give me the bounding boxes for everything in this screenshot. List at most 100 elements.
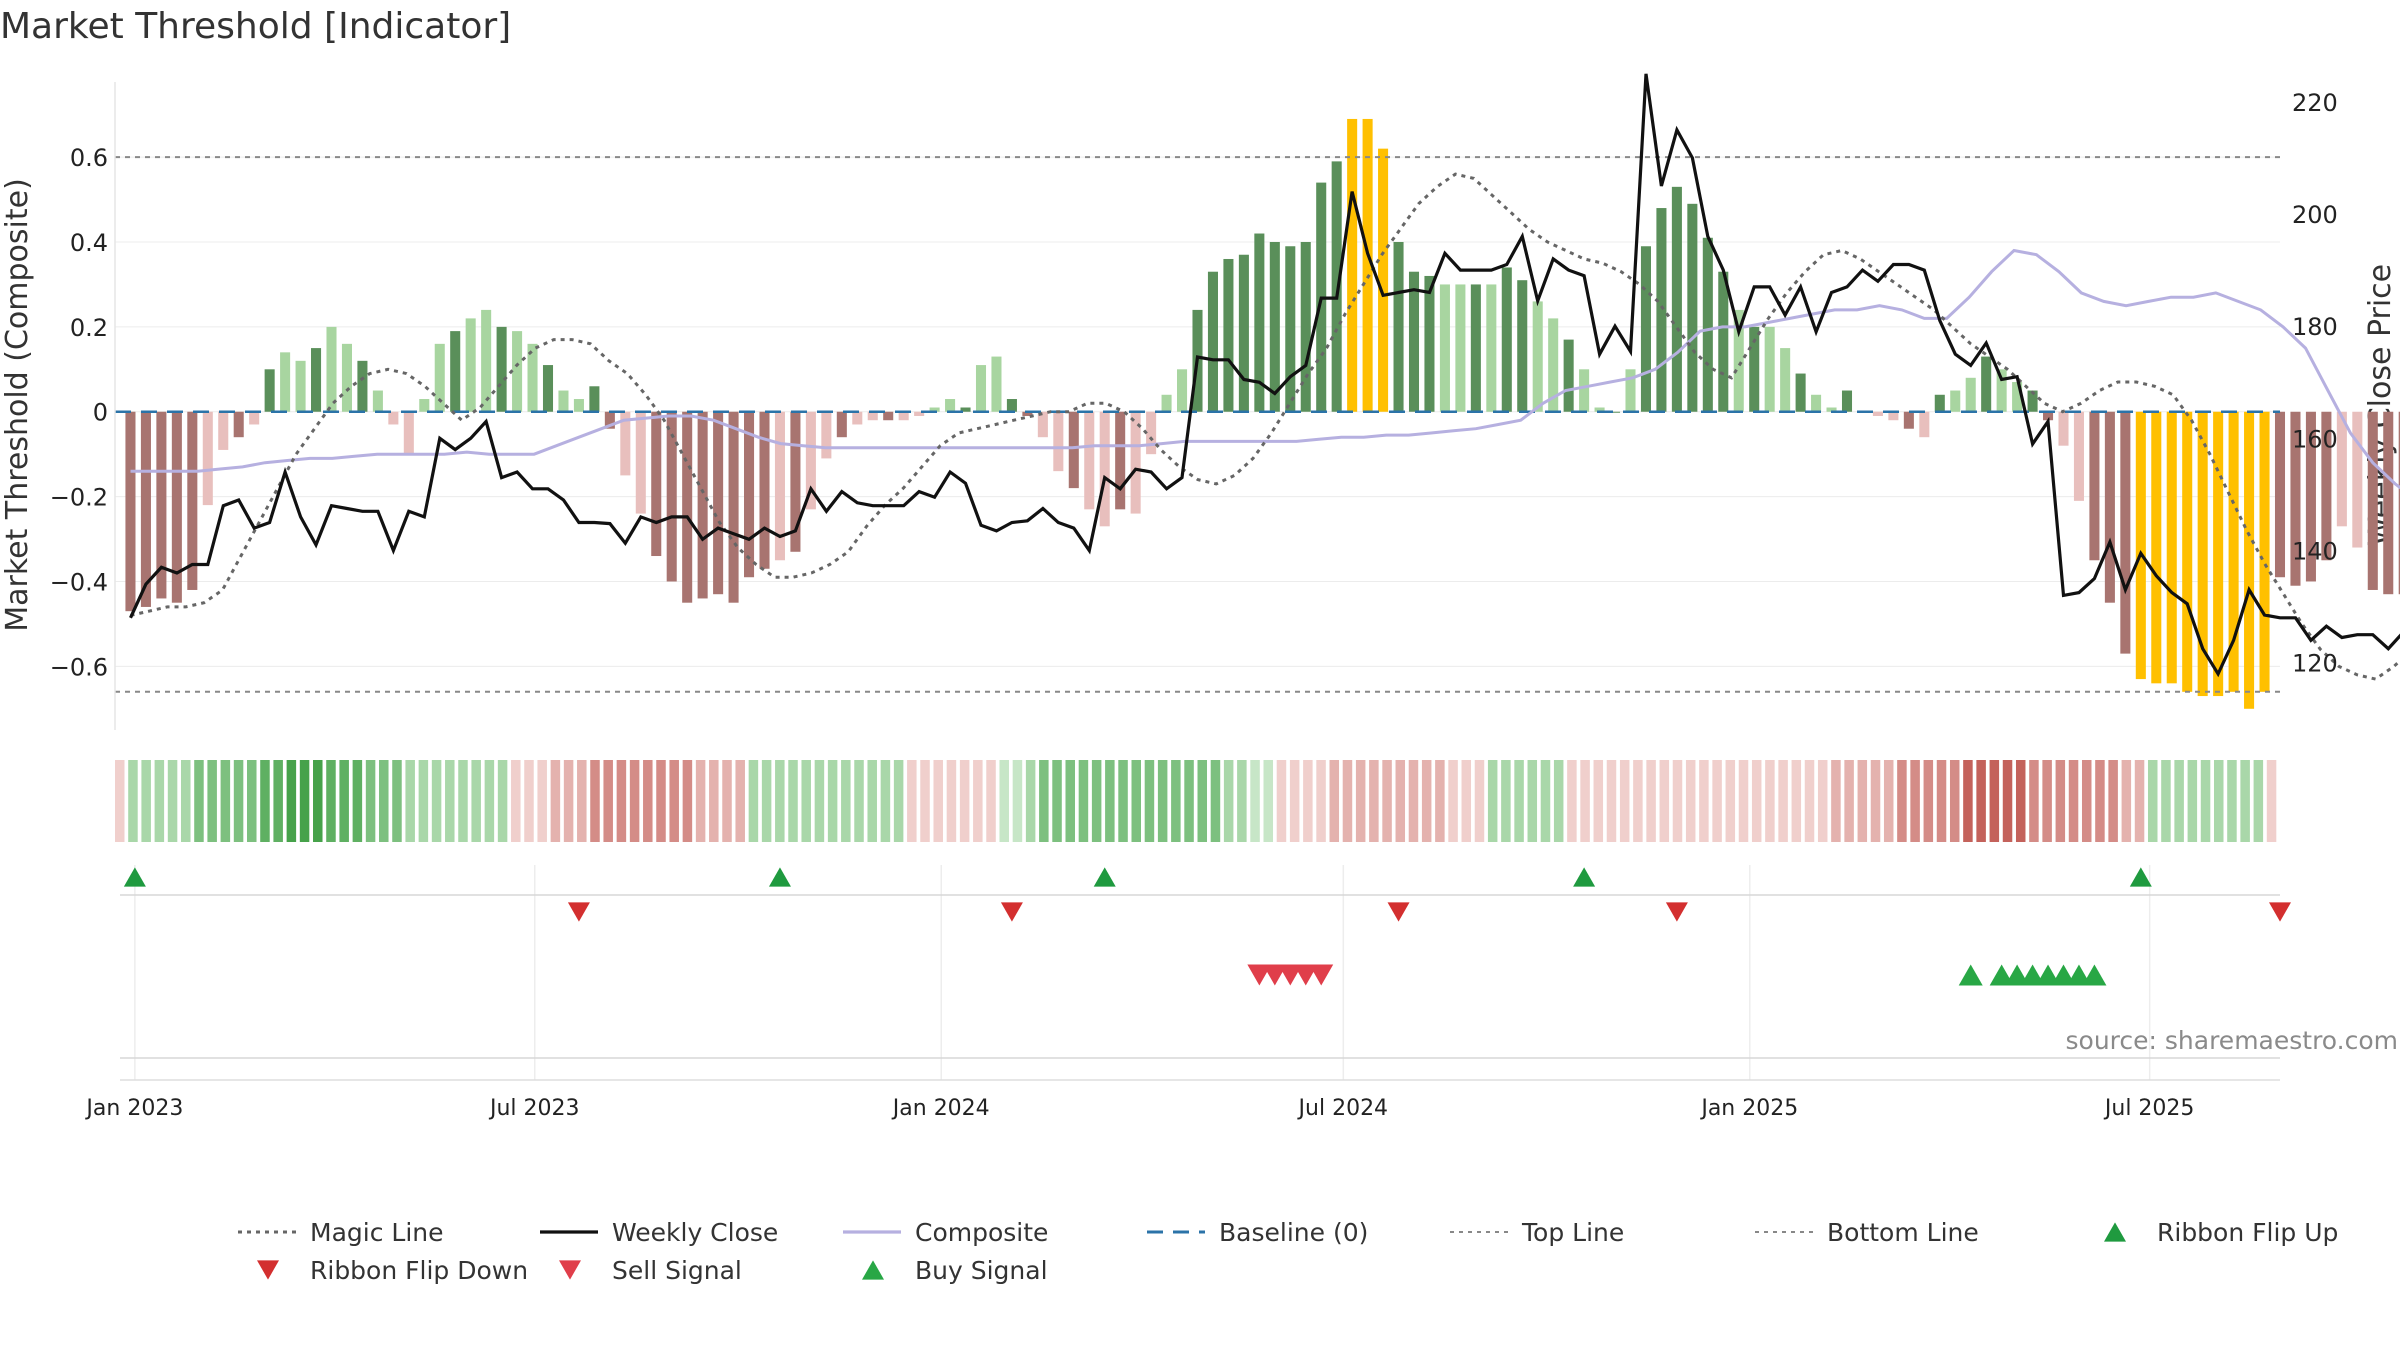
ribbon-cell xyxy=(511,760,521,842)
ribbon-cell xyxy=(1487,760,1498,842)
composite-bar xyxy=(1563,339,1574,412)
ribbon-cell xyxy=(1223,760,1234,842)
ribbon-cell xyxy=(2095,760,2105,842)
composite-bar xyxy=(140,411,151,607)
legend-swatch xyxy=(2104,1222,2126,1242)
composite-bar xyxy=(1950,390,1961,412)
date-tick-label: Jan 2024 xyxy=(891,1096,990,1121)
ribbon-cell xyxy=(1646,760,1656,842)
ribbon-cell xyxy=(1131,760,1141,842)
composite-bar xyxy=(1099,411,1110,527)
ribbon-flip-down-marker xyxy=(567,902,590,922)
ribbon-cell xyxy=(1369,760,1379,842)
legend-label: Sell Signal xyxy=(612,1256,742,1285)
composite-bar xyxy=(635,411,646,514)
ribbon-cell xyxy=(1580,760,1590,842)
ribbon-flip-up-marker xyxy=(1093,867,1116,887)
composite-bar xyxy=(1207,271,1218,412)
legend-label: Baseline (0) xyxy=(1219,1218,1368,1247)
ribbon-cell xyxy=(1421,760,1432,842)
ribbon-flip-up-marker xyxy=(123,867,146,887)
ribbon-cell xyxy=(1091,760,1102,842)
composite-bar xyxy=(960,407,971,412)
ribbon-cell xyxy=(590,760,600,842)
composite-bar xyxy=(527,343,538,412)
composite-bar xyxy=(403,411,414,455)
ribbon-cell xyxy=(1725,760,1736,842)
composite-bar xyxy=(2135,411,2146,680)
ribbon-cell xyxy=(484,760,495,842)
composite-bar xyxy=(651,411,662,557)
composite-bar xyxy=(1362,118,1373,412)
ribbon-cell xyxy=(1699,760,1709,842)
ribbon-cell xyxy=(827,760,838,842)
legend-label: Ribbon Flip Down xyxy=(310,1256,528,1285)
ribbon-cell xyxy=(920,760,930,842)
composite-bar xyxy=(883,411,894,421)
composite-bar xyxy=(542,365,554,412)
composite-bar xyxy=(264,369,275,412)
composite-bar xyxy=(2058,411,2069,446)
composite-bar xyxy=(620,411,631,476)
ribbon-cell xyxy=(1567,760,1577,842)
legend-label: Magic Line xyxy=(310,1218,444,1247)
ribbon-cell xyxy=(2055,760,2066,842)
ribbon-cell xyxy=(735,760,745,842)
composite-bar xyxy=(914,411,925,416)
ribbon-cell xyxy=(313,760,323,842)
sell-signal-marker xyxy=(1309,964,1334,986)
ribbon-cell xyxy=(801,760,811,842)
date-tick-label: Jul 2024 xyxy=(1297,1096,1389,1121)
composite-bar xyxy=(1532,301,1543,412)
ribbon-cell xyxy=(1817,760,1828,842)
ribbon-cell xyxy=(141,760,151,842)
ribbon-cell xyxy=(1157,760,1168,842)
ribbon-cell xyxy=(1976,760,1986,842)
composite-bar xyxy=(2274,411,2286,578)
ribbon-cell xyxy=(1606,760,1617,842)
legend-label: Ribbon Flip Up xyxy=(2157,1218,2338,1247)
composite-bar xyxy=(156,411,167,599)
ribbon-flip-down-marker xyxy=(2269,902,2291,922)
ribbon-cell xyxy=(1355,760,1366,842)
composite-bar xyxy=(2213,411,2224,697)
composite-bar xyxy=(867,411,878,421)
composite-bar xyxy=(1161,394,1172,412)
composite-bar xyxy=(2027,390,2038,412)
ribbon-cell xyxy=(946,760,957,842)
ribbon-cell xyxy=(1844,760,1854,842)
ribbon-cell xyxy=(1289,760,1300,842)
ribbon-cell xyxy=(563,760,574,842)
ribbon-cell xyxy=(1897,760,1907,842)
left-tick-label: 0 xyxy=(93,399,108,427)
composite-bar xyxy=(697,411,708,599)
composite-bar xyxy=(2120,411,2131,654)
ribbon-cell xyxy=(207,760,217,842)
legend-label: Bottom Line xyxy=(1827,1218,1979,1247)
ribbon-flip-up-marker xyxy=(2129,867,2152,887)
ribbon-cell xyxy=(973,760,983,842)
ribbon-cell xyxy=(431,760,442,842)
ribbon-flip-down-marker xyxy=(1000,902,1023,922)
buy-signal-marker xyxy=(2005,964,2030,986)
ribbon-cell xyxy=(352,760,363,842)
composite-bar xyxy=(1223,258,1234,412)
composite-bar xyxy=(1934,394,1945,412)
ribbon-flip-down-marker xyxy=(1665,902,1688,922)
legend-swatch xyxy=(257,1260,279,1280)
magic-line xyxy=(130,172,2400,681)
ribbon-cell xyxy=(1540,760,1551,842)
ribbon-cell xyxy=(1619,760,1630,842)
ribbon-cell xyxy=(1210,760,1221,842)
ribbon-cell xyxy=(286,760,297,842)
composite-bar xyxy=(2383,411,2394,595)
buy-signal-marker xyxy=(2082,964,2107,986)
composite-bar xyxy=(1408,271,1420,412)
composite-bar xyxy=(465,318,476,412)
ribbon-cell xyxy=(2240,760,2250,842)
composite-bar xyxy=(821,411,832,459)
composite-bar xyxy=(1548,318,1559,412)
ribbon-cell xyxy=(1474,760,1485,842)
reference-lines xyxy=(115,156,2280,693)
composite-line xyxy=(130,248,2400,490)
